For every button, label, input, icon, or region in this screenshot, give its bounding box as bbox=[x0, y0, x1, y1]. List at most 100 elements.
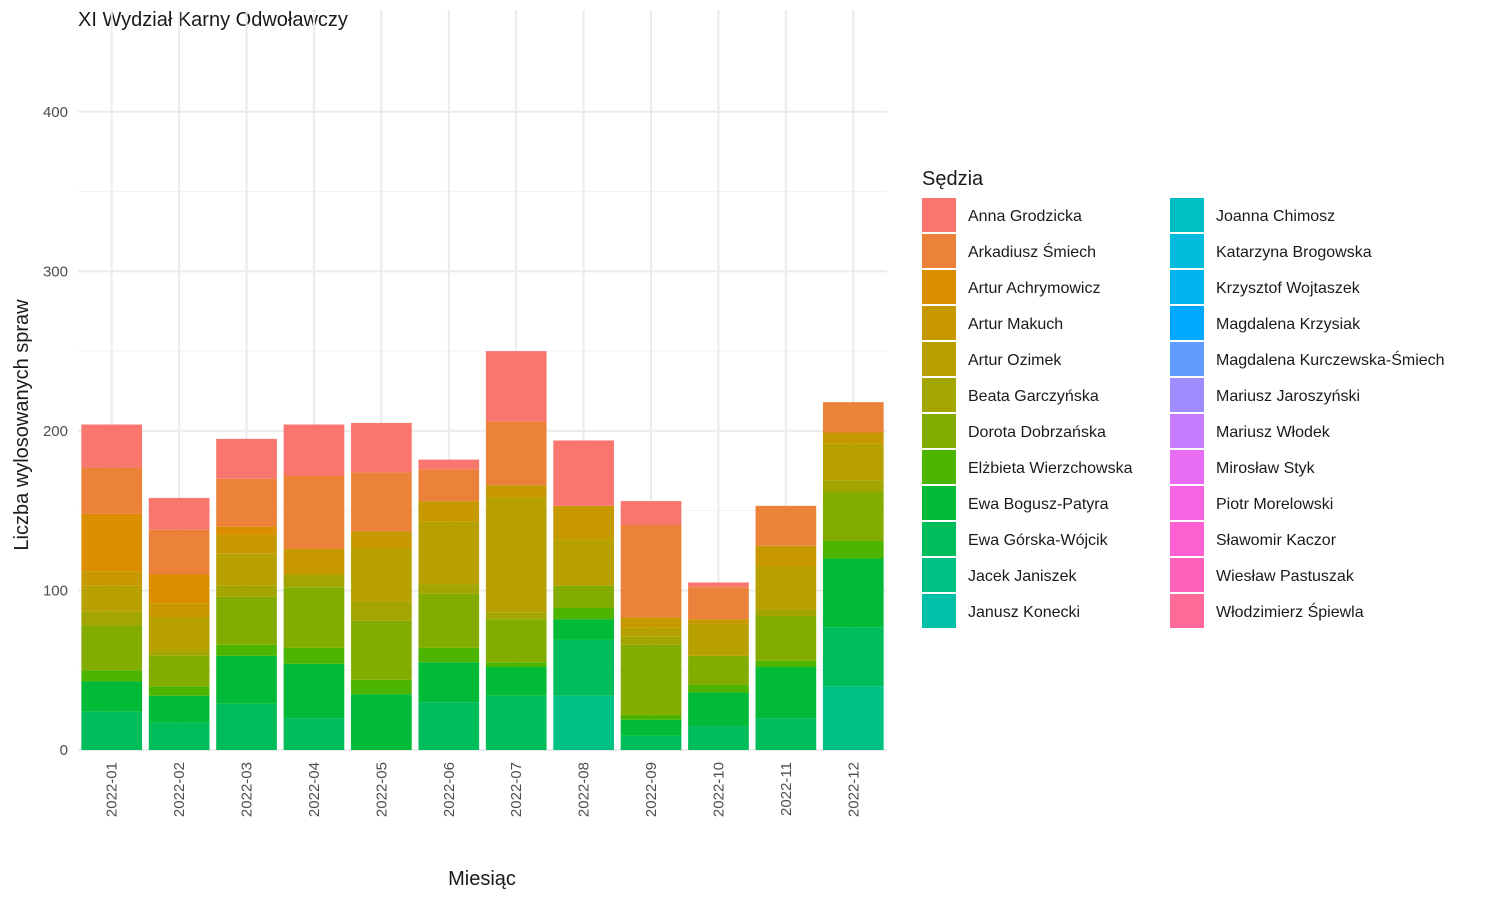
bar-segment bbox=[620, 627, 682, 637]
bar-segment bbox=[688, 619, 749, 624]
bar-segment bbox=[755, 505, 817, 546]
legend-swatch bbox=[1170, 378, 1204, 412]
bar-segment bbox=[755, 566, 817, 610]
legend-label: Magdalena Kurczewska-Śmiech bbox=[1216, 350, 1445, 369]
bar-segment bbox=[755, 545, 817, 567]
legend-swatch bbox=[1170, 450, 1204, 484]
bar-segment bbox=[620, 617, 682, 628]
bar-segment bbox=[351, 620, 412, 680]
bar-segment bbox=[553, 585, 614, 608]
bar-segment bbox=[216, 438, 277, 479]
bar-segment bbox=[553, 440, 614, 506]
legend-swatch bbox=[922, 378, 956, 412]
bar-segment bbox=[620, 714, 682, 720]
bar-segment bbox=[822, 540, 884, 559]
bar-segment bbox=[351, 422, 412, 473]
legend: Sędzia Anna Grodzicka Arkadiusz Śmiech Art… bbox=[922, 168, 1445, 628]
bar-segment bbox=[351, 548, 412, 602]
bar-segment bbox=[216, 703, 277, 750]
bar-segment bbox=[620, 636, 682, 645]
bar-segment bbox=[688, 655, 749, 685]
bar-segment bbox=[148, 686, 210, 696]
legend-label: Piotr Morelowski bbox=[1216, 496, 1333, 513]
legend-swatch bbox=[922, 342, 956, 376]
legend-label: Joanna Chimosz bbox=[1216, 208, 1335, 225]
bar-segment bbox=[553, 539, 614, 586]
bar-segment bbox=[688, 684, 749, 693]
bar-segment bbox=[148, 695, 210, 723]
bar-segment bbox=[81, 625, 143, 671]
bar-segment bbox=[485, 662, 547, 668]
legend-label: Elżbieta Wierzchowska bbox=[968, 460, 1133, 477]
x-tick-label: 2022-08 bbox=[576, 762, 593, 817]
bar-segment bbox=[620, 735, 682, 750]
bar-segment bbox=[620, 525, 682, 618]
legend-swatch bbox=[922, 270, 956, 304]
bar-segment bbox=[283, 548, 345, 575]
x-tick-label: 2022-01 bbox=[104, 762, 121, 817]
legend-label: Włodzimierz Śpiewla bbox=[1216, 602, 1364, 621]
legend-swatch bbox=[922, 522, 956, 556]
x-tick-label: 2022-05 bbox=[373, 762, 390, 817]
bar-segment bbox=[148, 655, 210, 687]
legend-swatch bbox=[922, 486, 956, 520]
bar-segment bbox=[553, 505, 614, 540]
bar-segment bbox=[81, 424, 143, 468]
bar-segment bbox=[418, 501, 480, 522]
x-tick-label: 2022-04 bbox=[306, 762, 323, 817]
legend-swatch bbox=[922, 414, 956, 448]
bar-segment bbox=[822, 558, 884, 628]
bar-segment bbox=[148, 529, 210, 575]
bar-segment bbox=[553, 608, 614, 620]
legend-label: Krzysztof Wojtaszek bbox=[1216, 280, 1361, 297]
y-axis: 0 100 200 300 400 bbox=[43, 104, 68, 759]
bar-segment bbox=[822, 443, 884, 481]
legend-swatch bbox=[922, 594, 956, 628]
bar-segment bbox=[351, 472, 412, 532]
bar-segment bbox=[755, 667, 817, 719]
bar-segment bbox=[81, 571, 143, 586]
bar-segment bbox=[485, 667, 547, 696]
legend-label: Jacek Janiszek bbox=[968, 568, 1077, 585]
bar-segment bbox=[755, 660, 817, 668]
bar-segment bbox=[822, 432, 884, 444]
bars bbox=[81, 351, 884, 750]
bar-segment bbox=[485, 619, 547, 663]
legend-swatch bbox=[1170, 414, 1204, 448]
bar-segment bbox=[148, 651, 210, 656]
bar-segment bbox=[216, 478, 277, 527]
legend-swatch bbox=[1170, 198, 1204, 232]
bar-segment bbox=[418, 469, 480, 502]
x-tick-label: 2022-10 bbox=[710, 762, 727, 817]
legend-label: Ewa Górska-Wójcik bbox=[968, 532, 1109, 549]
x-tick-label: 2022-06 bbox=[441, 762, 458, 817]
x-axis-label: Miesiąc bbox=[448, 868, 516, 890]
legend-label: Artur Achrymowicz bbox=[968, 280, 1100, 297]
bar-segment bbox=[418, 662, 480, 703]
y-tick-label: 400 bbox=[43, 104, 68, 121]
bar-segment bbox=[485, 485, 547, 498]
bar-segment bbox=[485, 612, 547, 620]
legend-label: Katarzyna Brogowska bbox=[1216, 244, 1372, 261]
bar-segment bbox=[620, 644, 682, 715]
bar-segment bbox=[81, 681, 143, 712]
bar-segment bbox=[148, 722, 210, 750]
bar-segment bbox=[351, 531, 412, 549]
bar-segment bbox=[418, 702, 480, 750]
bar-segment bbox=[755, 609, 817, 616]
legend-label: Beata Garczyńska bbox=[968, 388, 1099, 405]
x-axis: 2022-01 2022-02 2022-03 2022-04 2022-05 2022-… bbox=[104, 762, 863, 817]
bar-segment bbox=[283, 574, 345, 588]
bar-segment bbox=[485, 695, 547, 750]
legend-items: Anna Grodzicka Arkadiusz Śmiech Artur Achr… bbox=[922, 198, 1445, 628]
legend-swatch bbox=[1170, 306, 1204, 340]
bar-segment bbox=[81, 585, 143, 612]
legend-title: Sędzia bbox=[922, 168, 984, 190]
legend-swatch bbox=[1170, 594, 1204, 628]
bar-segment bbox=[418, 593, 480, 648]
legend-swatch bbox=[1170, 486, 1204, 520]
bar-segment bbox=[688, 587, 749, 620]
bar-segment bbox=[418, 521, 480, 585]
legend-swatch bbox=[1170, 342, 1204, 376]
